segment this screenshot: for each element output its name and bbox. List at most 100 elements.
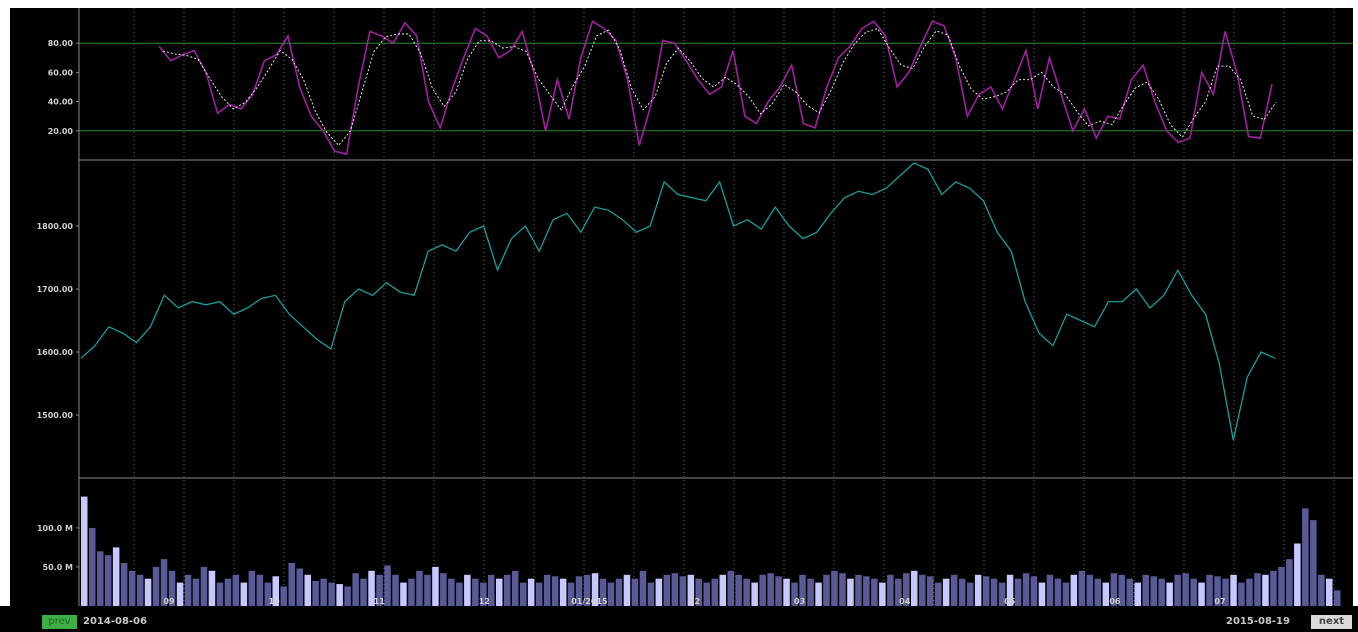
volume-bar bbox=[1334, 590, 1341, 606]
volume-bar bbox=[200, 566, 208, 606]
volume-bar bbox=[1230, 574, 1237, 606]
volume-bar bbox=[97, 551, 104, 606]
volume-bar bbox=[496, 578, 503, 606]
volume-bar bbox=[767, 573, 774, 606]
volume-bar bbox=[863, 576, 870, 606]
volume-bar bbox=[1014, 578, 1022, 606]
volume-bar bbox=[599, 578, 607, 606]
y-tick-label: 50.0 M bbox=[43, 563, 74, 572]
volume-bar bbox=[974, 574, 982, 606]
volume-bar bbox=[1310, 520, 1317, 606]
y-tick-label: 20.00 bbox=[48, 127, 74, 136]
volume-bar bbox=[272, 576, 279, 606]
volume-bar bbox=[1190, 578, 1197, 606]
volume-bar bbox=[280, 586, 287, 606]
volume-bar bbox=[871, 578, 878, 606]
volume-bar bbox=[895, 578, 902, 606]
volume-bar bbox=[1070, 574, 1078, 606]
volume-bar bbox=[352, 573, 359, 606]
x-tick-label: 10 bbox=[269, 597, 281, 606]
volume-bar bbox=[288, 563, 295, 606]
prev-button[interactable]: prev bbox=[42, 615, 77, 629]
volume-bar bbox=[256, 574, 264, 606]
volume-bar bbox=[1182, 573, 1189, 606]
volume-bar bbox=[1302, 508, 1309, 606]
oscillator-signal-line bbox=[162, 28, 1277, 147]
volume-bar bbox=[950, 574, 958, 606]
next-button[interactable]: next bbox=[1311, 615, 1352, 629]
x-tick-label: 02 bbox=[689, 597, 700, 606]
volume-bar bbox=[184, 574, 192, 606]
volume-bar bbox=[296, 568, 303, 606]
volume-bar bbox=[663, 574, 671, 606]
volume-bar bbox=[966, 582, 974, 606]
x-tick-label: 09 bbox=[163, 597, 175, 606]
volume-bar bbox=[160, 559, 168, 606]
volume-bar bbox=[424, 574, 431, 606]
volume-bar bbox=[935, 582, 942, 606]
volume-bar bbox=[216, 582, 224, 606]
y-tick-label: 60.00 bbox=[48, 68, 74, 77]
volume-bar bbox=[1206, 574, 1213, 606]
volume-bar bbox=[559, 578, 567, 606]
volume-bar bbox=[743, 578, 750, 606]
volume-bar bbox=[639, 570, 647, 606]
volume-bar bbox=[711, 578, 718, 606]
x-tick-label: 11 bbox=[374, 597, 386, 606]
volume-bar bbox=[472, 578, 479, 606]
volume-bar bbox=[751, 582, 758, 606]
volume-bar bbox=[392, 574, 399, 606]
volume-bar bbox=[376, 574, 383, 606]
volume-bar bbox=[1158, 578, 1165, 606]
volume-bar bbox=[464, 574, 471, 606]
volume-bar bbox=[400, 582, 407, 606]
volume-bar bbox=[1278, 566, 1285, 606]
volume-bar bbox=[703, 582, 710, 606]
volume-bar bbox=[1022, 573, 1030, 606]
volume-bar bbox=[224, 578, 232, 606]
volume-bar bbox=[520, 582, 527, 606]
volume-bar bbox=[998, 582, 1006, 606]
volume-bar bbox=[112, 547, 120, 606]
chart-svg: 20.00 40.00 60.00 80.00 1500.00 1600.00 1700.0… bbox=[37, 8, 1353, 606]
volume-bar bbox=[1126, 578, 1133, 606]
volume-bar bbox=[312, 581, 319, 606]
volume-bar bbox=[304, 574, 311, 606]
volume-bar bbox=[1094, 578, 1102, 606]
volume-bar bbox=[1238, 582, 1245, 606]
volume-bar bbox=[384, 565, 391, 606]
volume-bar bbox=[144, 578, 152, 606]
volume-bar bbox=[775, 576, 782, 606]
volume-bar bbox=[783, 578, 790, 606]
volume-bar bbox=[208, 570, 216, 606]
volume-bar bbox=[759, 574, 766, 606]
volume-bar bbox=[264, 582, 272, 606]
volume-bar bbox=[248, 570, 256, 606]
volume-bar bbox=[1166, 582, 1173, 606]
volume-bar bbox=[575, 576, 583, 606]
y-tick-label: 80.00 bbox=[48, 39, 74, 48]
volume-bar bbox=[591, 573, 599, 606]
x-tick-label: 07 bbox=[1214, 597, 1225, 606]
volume-bar bbox=[1086, 574, 1094, 606]
oscillator-main-line bbox=[158, 20, 1273, 156]
y-tick-label: 1800.00 bbox=[37, 222, 74, 231]
volume-bar bbox=[344, 586, 351, 606]
volume-bar bbox=[360, 578, 367, 606]
volume-bar bbox=[440, 573, 447, 606]
volume-bar bbox=[128, 570, 136, 606]
volume-bar bbox=[192, 578, 200, 606]
volume-bar bbox=[432, 566, 439, 606]
volume-bar bbox=[152, 566, 160, 606]
volume-bar bbox=[1294, 543, 1301, 606]
volume-bar bbox=[839, 573, 846, 606]
volume-bar bbox=[990, 578, 998, 606]
volume-bar bbox=[320, 578, 327, 606]
volume-bar bbox=[615, 578, 623, 606]
x-tick-label: 03 bbox=[794, 597, 805, 606]
volume-bar bbox=[1222, 578, 1229, 606]
volume-bar bbox=[1118, 574, 1125, 606]
volume-bar bbox=[942, 578, 950, 606]
volume-bar bbox=[919, 574, 926, 606]
volume-bar bbox=[958, 578, 966, 606]
